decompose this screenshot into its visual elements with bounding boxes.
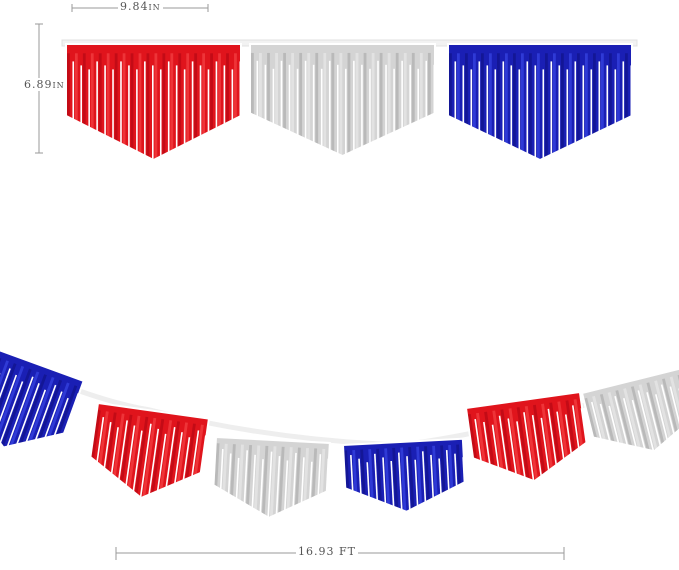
pennant-blue	[0, 343, 85, 466]
pennant-red	[65, 43, 242, 162]
height-unit: IN	[52, 81, 65, 90]
height-dimension-label: 6.89IN	[22, 78, 67, 91]
pennant-blue	[341, 437, 467, 515]
pennant-red	[464, 390, 592, 490]
length-dimension-label: 16.93 FT	[296, 545, 358, 558]
pennant-silver	[249, 43, 436, 158]
width-value: 9.84	[120, 0, 149, 13]
width-unit: IN	[148, 3, 161, 12]
width-dimension-label: 9.84IN	[118, 0, 163, 13]
pennant-blue	[447, 43, 633, 162]
pennant-silver	[580, 364, 679, 465]
height-value: 6.89	[24, 78, 53, 91]
pennant-silver	[211, 435, 331, 521]
pennant-red	[85, 401, 211, 506]
